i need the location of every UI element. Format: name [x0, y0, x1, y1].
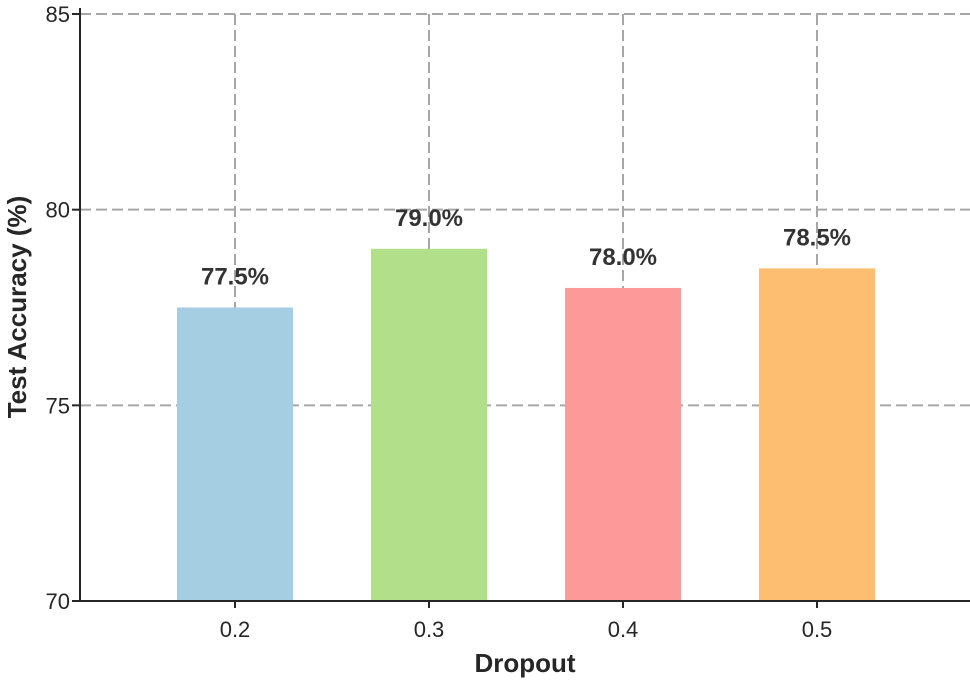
- bar-value-label: 77.5%: [201, 264, 269, 291]
- bar: [177, 307, 293, 601]
- bar-value-label: 78.0%: [589, 244, 657, 271]
- bar: [565, 287, 681, 601]
- x-tick-labels: 0.2 0.3 0.4 0.5: [220, 601, 833, 642]
- bar-value-label: 78.5%: [783, 224, 851, 251]
- y-tick-label: 70: [46, 589, 70, 614]
- x-tick-label: 0.5: [802, 617, 833, 642]
- y-tick-label: 80: [46, 198, 70, 223]
- data-labels: 77.5% 79.0% 78.0% 78.5%: [201, 205, 851, 291]
- y-tick-labels: 70 75 80 85: [46, 2, 80, 614]
- bar: [371, 248, 487, 602]
- x-tick-label: 0.2: [220, 617, 251, 642]
- bar: [759, 268, 875, 601]
- bar-value-label: 79.0%: [395, 205, 463, 232]
- y-tick-label: 75: [46, 393, 70, 418]
- y-tick-label: 85: [46, 2, 70, 27]
- x-tick-label: 0.4: [608, 617, 639, 642]
- axes: [79, 8, 970, 602]
- y-axis-title: Test Accuracy (%): [2, 196, 32, 419]
- x-tick-label: 0.3: [414, 617, 445, 642]
- x-axis-title: Dropout: [474, 648, 575, 678]
- bars: [177, 248, 875, 602]
